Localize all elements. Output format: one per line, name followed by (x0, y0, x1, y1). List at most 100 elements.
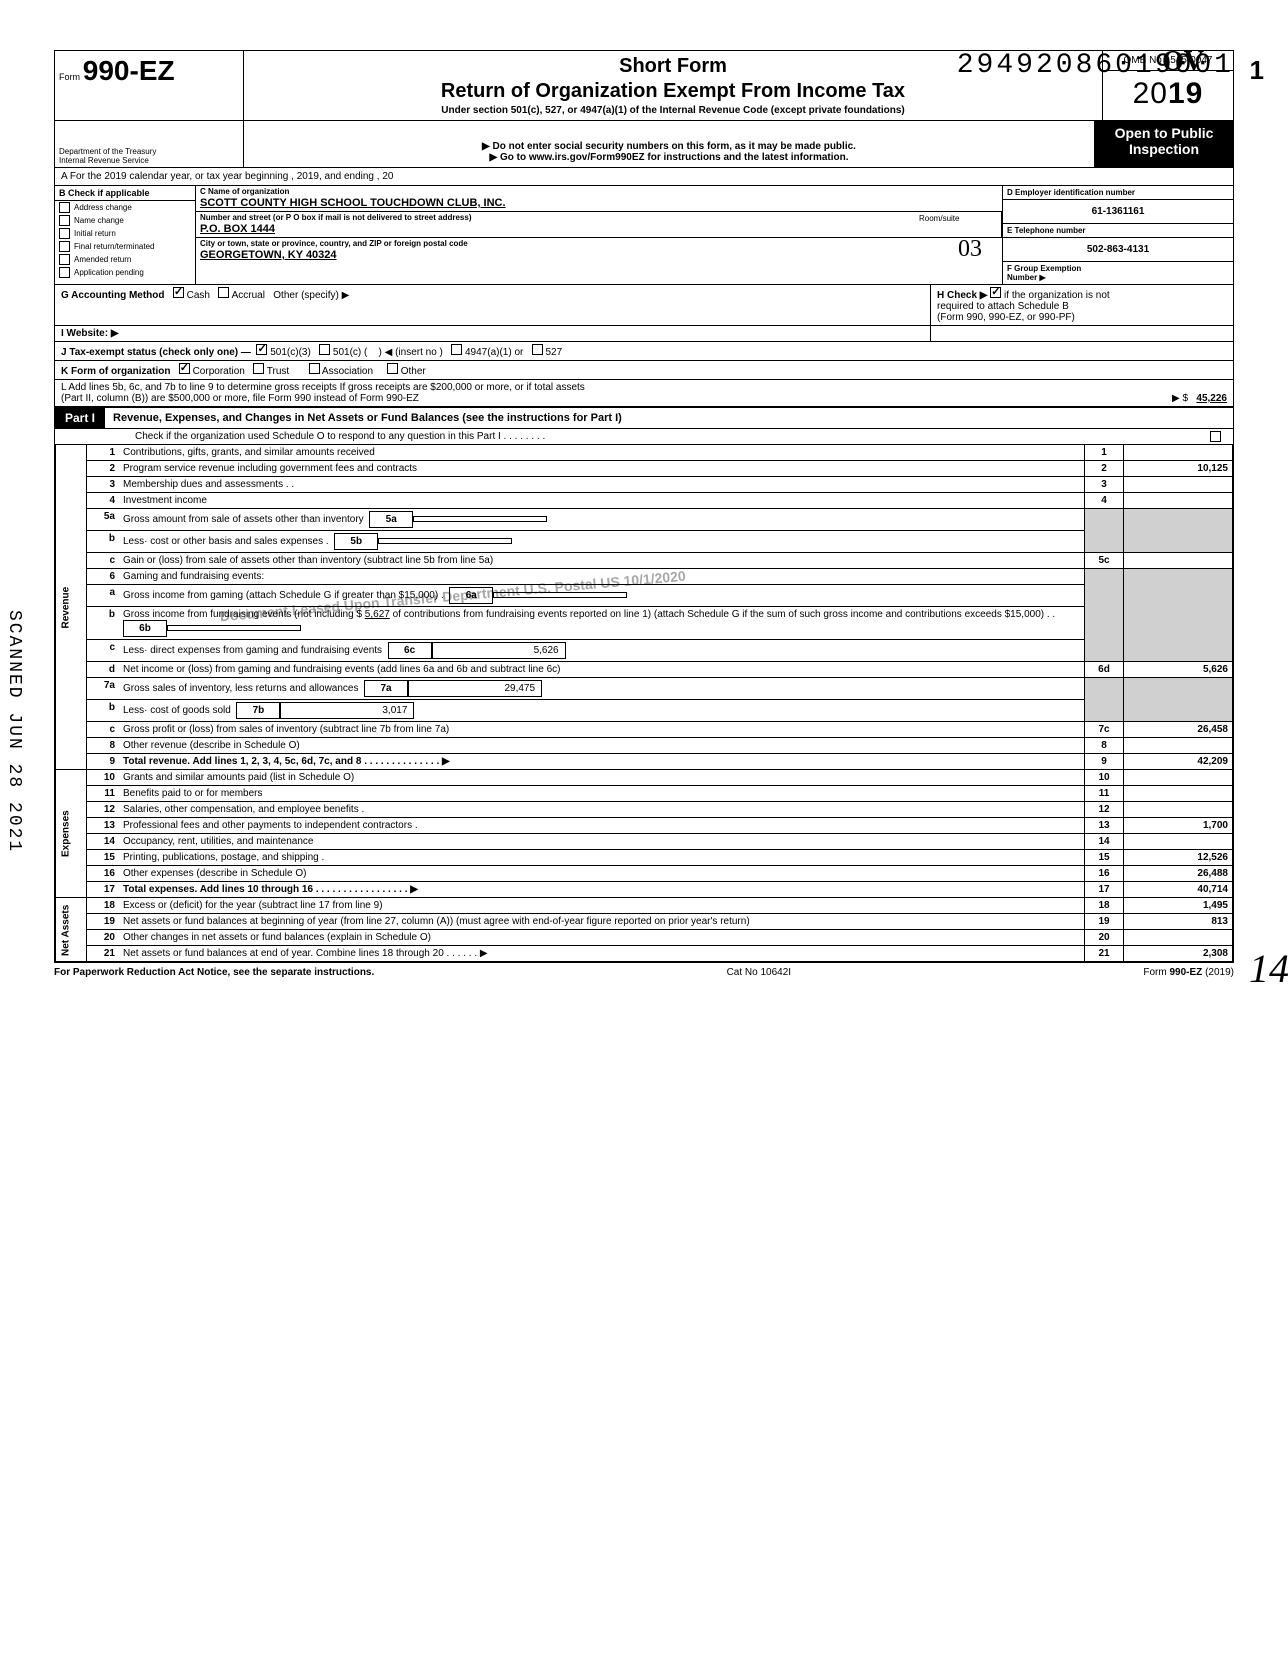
cb-501c[interactable] (319, 344, 330, 355)
j-o2: 501(c) ( (333, 347, 367, 358)
inner-n: 7b (236, 702, 280, 719)
d: Gross sales of inventory, less returns a… (123, 683, 358, 694)
line-3: 3Membership dues and assessments . .3 (56, 477, 1233, 493)
box-v: 1,700 (1124, 818, 1233, 834)
row-i: I Website: ▶ (55, 326, 1233, 342)
j-o3: 4947(a)(1) or (465, 347, 523, 358)
cb-label: Amended return (74, 255, 131, 264)
box-v (1124, 493, 1233, 509)
row-k: K Form of organization Corporation Trust… (55, 361, 1233, 380)
cb-amended-return[interactable]: Amended return (55, 253, 195, 266)
box-v (1124, 786, 1233, 802)
cb-address-change[interactable]: Address change (55, 201, 195, 214)
row-j: J Tax-exempt status (check only one) — 5… (55, 342, 1233, 361)
inner-v: 3,017 (280, 702, 414, 719)
line-7c: cGross profit or (loss) from sales of in… (56, 722, 1233, 738)
footer-right: Form 990-EZ (2019) (1143, 967, 1234, 978)
box-v: 26,458 (1124, 722, 1233, 738)
scanned-stamp: SCANNED JUN 28 2021 (4, 610, 24, 853)
line-21: 21Net assets or fund balances at end of … (56, 946, 1233, 962)
d: Gross amount from sale of assets other t… (123, 514, 364, 525)
cb-label: Initial return (74, 229, 116, 238)
l-text1: L Add lines 5b, 6c, and 7b to line 9 to … (61, 382, 585, 393)
cb-application-pending[interactable]: Application pending (55, 266, 195, 279)
grp-head-2: Number ▶ (1007, 273, 1046, 282)
desc: Excess or (deficit) for the year (subtra… (119, 898, 1085, 914)
line-6b: b Gross income from fundraising events (… (56, 607, 1233, 640)
desc: Less· cost or other basis and sales expe… (119, 531, 1085, 553)
box-v: 1,495 (1124, 898, 1233, 914)
b-head: B Check if applicable (55, 186, 195, 201)
box-v (1124, 553, 1233, 569)
h-text4: (Form 990, 990-EZ, or 990-PF) (937, 312, 1075, 323)
box-v: 12,526 (1124, 850, 1233, 866)
d: Total expenses. Add lines 10 through 16 … (123, 884, 418, 895)
box-v: 2,308 (1124, 946, 1233, 962)
desc: Investment income (119, 493, 1085, 509)
cb-name-change[interactable]: Name change (55, 214, 195, 227)
form-990ez: Form 990-EZ Short Form Return of Organiz… (54, 50, 1234, 963)
desc: Salaries, other compensation, and employ… (119, 802, 1085, 818)
j-o1: 501(c)(3) (270, 347, 311, 358)
desc: Gross profit or (loss) from sales of inv… (119, 722, 1085, 738)
part1-check-text: Check if the organization used Schedule … (135, 431, 545, 442)
part1-check-row: Check if the organization used Schedule … (55, 429, 1233, 445)
part1-table: Revenue 1 Contributions, gifts, grants, … (55, 445, 1233, 962)
line-6d: dNet income or (loss) from gaming and fu… (56, 662, 1233, 678)
j-o4: 527 (545, 347, 562, 358)
box-v: 26,488 (1124, 866, 1233, 882)
box-v (1124, 802, 1233, 818)
d2: of contributions from fundraising events… (393, 609, 1056, 620)
cb-527[interactable] (532, 344, 543, 355)
cb-corporation[interactable] (179, 363, 190, 374)
open-public-2: Inspection (1099, 141, 1229, 157)
main-title: Return of Organization Exempt From Incom… (252, 80, 1094, 103)
cb-accrual[interactable] (218, 287, 229, 298)
cb-other[interactable] (387, 363, 398, 374)
ein-head: D Employer identification number (1003, 186, 1233, 200)
inner-n: 5b (334, 533, 378, 550)
desc: Net income or (loss) from gaming and fun… (119, 662, 1085, 678)
desc: Printing, publications, postage, and shi… (119, 850, 1085, 866)
cb-final-return[interactable]: Final return/terminated (55, 240, 195, 253)
ln: 1 (87, 445, 120, 461)
cb-h[interactable] (990, 287, 1001, 298)
inner-v (413, 516, 547, 522)
cb-4947[interactable] (451, 344, 462, 355)
desc: Other revenue (describe in Schedule O) (119, 738, 1085, 754)
box-v (1124, 738, 1233, 754)
side-netassets: Net Assets (56, 898, 87, 962)
grp-head-1: F Group Exemption (1007, 264, 1081, 273)
cb-schedule-o[interactable] (1210, 431, 1221, 442)
dept-row: Department of the Treasury Internal Reve… (55, 121, 1233, 168)
dept-treasury: Department of the Treasury (59, 147, 239, 156)
form-page: 29492086019001 1 SCANNED JUN 28 2021 For… (54, 50, 1234, 982)
box-v (1124, 477, 1233, 493)
box-v: 42,209 (1124, 754, 1233, 770)
cb-initial-return[interactable]: Initial return (55, 227, 195, 240)
desc: Professional fees and other payments to … (119, 818, 1085, 834)
l-text: L Add lines 5b, 6c, and 7b to line 9 to … (61, 382, 585, 404)
h-label: H Check ▶ (937, 290, 987, 301)
handwriting-03: 03 (958, 236, 982, 263)
h-cell: H Check ▶ if the organization is not req… (931, 285, 1233, 325)
line-17: 17Total expenses. Add lines 10 through 1… (56, 882, 1233, 898)
checkbox-icon (59, 228, 70, 239)
checkbox-icon (59, 267, 70, 278)
l-total-wrap: ▶ $ 45,226 (1172, 393, 1227, 404)
desc: Benefits paid to or for members (119, 786, 1085, 802)
year-bold: 19 (1168, 77, 1203, 110)
box-v (1124, 834, 1233, 850)
d: Less· direct expenses from gaming and fu… (123, 645, 382, 656)
col-b: B Check if applicable Address change Nam… (55, 186, 196, 284)
ein-value: 61-1361161 (1003, 200, 1233, 223)
cb-trust[interactable] (253, 363, 264, 374)
col-d: D Employer identification number 61-1361… (1003, 186, 1233, 284)
cb-cash[interactable] (173, 287, 184, 298)
line-a: A For the 2019 calendar year, or tax yea… (55, 168, 1233, 186)
cb-association[interactable] (309, 363, 320, 374)
cb-501c3[interactable] (256, 344, 267, 355)
line-4: 4Investment income4 (56, 493, 1233, 509)
desc: Less· direct expenses from gaming and fu… (119, 640, 1085, 662)
city-head: City or town, state or province, country… (196, 238, 1002, 249)
